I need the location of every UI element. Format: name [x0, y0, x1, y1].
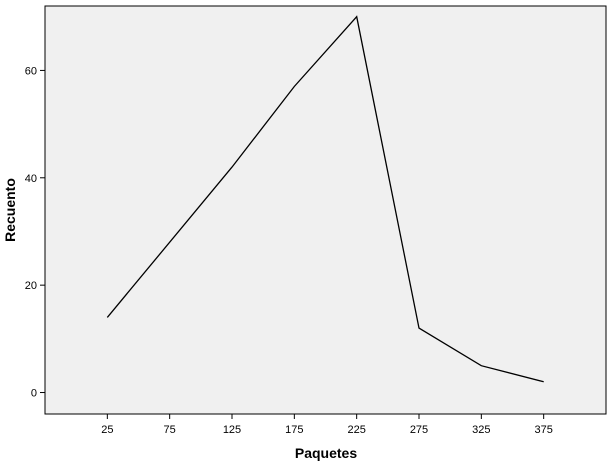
x-axis-title: Paquetes	[295, 445, 357, 461]
x-tick-label: 75	[164, 424, 176, 436]
x-axis: 25 75 125 175 225 275 325 375	[101, 414, 553, 436]
y-tick-label: 40	[25, 173, 37, 185]
x-tick-label: 325	[472, 424, 490, 436]
y-tick-label: 60	[25, 65, 37, 77]
y-tick-label: 0	[31, 388, 37, 400]
x-tick-label: 375	[534, 424, 552, 436]
x-tick-label: 125	[223, 424, 241, 436]
x-tick-label: 25	[101, 424, 113, 436]
x-tick-label: 225	[347, 424, 365, 436]
x-tick-label: 175	[285, 424, 303, 436]
x-tick-label: 275	[410, 424, 428, 436]
series-layer	[106, 15, 544, 383]
y-tick-label: 20	[25, 280, 37, 292]
series-line	[106, 15, 544, 383]
y-axis-title: Recuento	[2, 178, 18, 242]
plot-area	[44, 5, 607, 415]
y-axis: 0 20 40 60	[25, 65, 45, 400]
